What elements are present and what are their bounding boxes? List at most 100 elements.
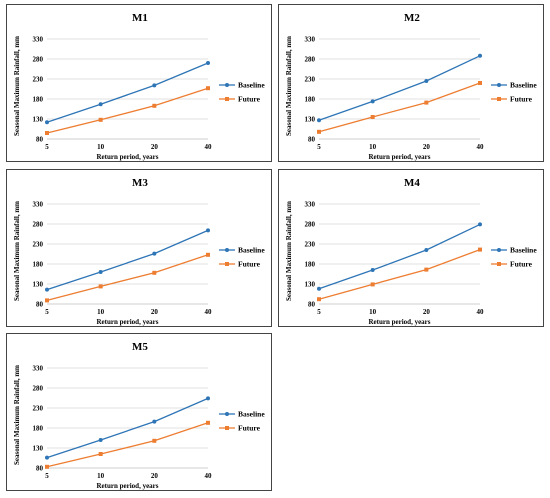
x-axis-label: Return period, years — [96, 153, 158, 161]
y-tick-label: 180 — [33, 96, 44, 104]
data-point-baseline — [478, 222, 482, 227]
y-tick-label: 80 — [36, 301, 44, 309]
y-tick-label: 80 — [308, 136, 316, 144]
chart-m5: M5 80 130 180 230 280 330 5 10 20 40 Return period,… — [13, 341, 265, 490]
legend-marker-baseline — [497, 83, 501, 87]
x-tick-label: 5 — [45, 308, 49, 316]
x-tick-label: 10 — [369, 308, 377, 316]
data-point-baseline — [424, 79, 429, 83]
y-tick-label: 180 — [305, 261, 316, 269]
data-point-baseline — [152, 83, 157, 88]
data-point-future — [152, 103, 157, 108]
chart-panel-m2: M2 80 130 180 230 280 330 5 10 20 40 Return period,… — [278, 4, 544, 162]
x-tick-label: 40 — [205, 472, 213, 480]
data-point-baseline — [317, 286, 321, 291]
y-axis-label: Seasonal Maximum Rainfall, mm — [285, 201, 293, 301]
legend-label-baseline: Baseline — [238, 410, 265, 419]
series-line-baseline — [46, 229, 209, 291]
data-point-baseline — [206, 396, 210, 401]
y-tick-label: 130 — [305, 116, 316, 124]
data-point-baseline — [206, 228, 210, 233]
y-tick-label: 130 — [33, 445, 44, 453]
x-tick-label: 10 — [97, 308, 105, 316]
data-point-baseline — [478, 53, 482, 58]
legend-marker-baseline — [497, 248, 501, 252]
x-axis-label: Return period, years — [368, 153, 430, 161]
data-point-baseline — [45, 287, 49, 292]
y-tick-label: 80 — [36, 465, 44, 473]
data-point-baseline — [98, 270, 103, 274]
y-tick-label: 280 — [33, 385, 44, 393]
y-tick-label: 230 — [305, 241, 316, 249]
x-tick-label: 20 — [423, 308, 431, 316]
series-line-baseline — [46, 397, 209, 459]
y-tick-label: 330 — [33, 365, 44, 373]
data-point-baseline — [45, 120, 49, 125]
y-tick-label: 330 — [33, 36, 44, 44]
y-tick-label: 230 — [33, 241, 44, 249]
y-tick-label: 330 — [305, 201, 316, 209]
chart-title: M4 — [404, 177, 420, 189]
data-point-future — [206, 252, 210, 257]
y-tick-label: 230 — [305, 76, 316, 84]
data-point-future — [206, 86, 210, 91]
y-axis-label: Seasonal Maximum Rainfall, mm — [13, 365, 21, 465]
x-tick-label: 10 — [97, 472, 105, 480]
legend-marker-future — [225, 262, 229, 266]
legend-label-future: Future — [238, 95, 261, 104]
series-line-future — [46, 254, 209, 302]
chart-m4: M4 80 130 180 230 280 330 5 10 20 40 Return period,… — [285, 177, 537, 326]
y-axis-label: Seasonal Maximum Rainfall, mm — [285, 36, 293, 136]
legend-marker-baseline — [225, 248, 229, 252]
y-tick-label: 280 — [305, 56, 316, 64]
chart-m3: M3 80 130 180 230 280 330 5 10 20 40 Return period,… — [13, 177, 265, 326]
y-tick-label: 330 — [305, 36, 316, 44]
chart-panel-m5: M5 80 130 180 230 280 330 5 10 20 40 Return period,… — [6, 333, 272, 491]
data-point-future — [424, 267, 429, 272]
data-point-baseline — [45, 455, 49, 460]
series-line-baseline — [46, 62, 209, 123]
series-line-future — [318, 248, 481, 300]
chart-title: M2 — [404, 12, 420, 24]
y-tick-label: 80 — [36, 136, 44, 144]
legend-marker-baseline — [225, 412, 229, 416]
legend-label-future: Future — [238, 424, 261, 433]
data-point-future — [424, 100, 429, 105]
data-point-baseline — [370, 268, 375, 272]
x-axis-label: Return period, years — [96, 318, 158, 326]
y-tick-label: 330 — [33, 201, 44, 209]
series-line-future — [46, 422, 209, 468]
legend-label-future: Future — [510, 95, 533, 104]
x-tick-label: 40 — [205, 308, 213, 316]
legend-label-baseline: Baseline — [238, 81, 265, 90]
y-tick-label: 230 — [33, 405, 44, 413]
data-point-future — [152, 270, 157, 275]
y-axis-label: Seasonal Maximum Rainfall, mm — [13, 201, 21, 301]
legend-marker-baseline — [225, 83, 229, 87]
legend-label-future: Future — [238, 260, 261, 269]
data-point-future — [370, 282, 375, 287]
x-tick-label: 40 — [205, 143, 213, 151]
x-axis-label: Return period, years — [96, 482, 158, 490]
series-line-baseline — [318, 223, 481, 290]
series-line-future — [46, 87, 209, 134]
data-point-future — [317, 129, 321, 134]
data-point-future — [98, 117, 103, 122]
x-axis-label: Return period, years — [368, 318, 430, 326]
x-tick-label: 20 — [151, 143, 159, 151]
data-point-future — [45, 131, 49, 135]
chart-panel-m1: M1 80 130 180 230 280 330 5 10 20 40 Return period,… — [6, 4, 272, 162]
data-point-baseline — [98, 438, 103, 442]
legend-marker-future — [225, 426, 229, 430]
x-tick-label: 5 — [45, 472, 49, 480]
data-point-baseline — [152, 251, 157, 256]
series-line-baseline — [318, 55, 481, 121]
chart-m2: M2 80 130 180 230 280 330 5 10 20 40 Return period,… — [285, 12, 537, 161]
data-point-future — [206, 420, 210, 425]
legend-marker-future — [497, 262, 501, 266]
data-point-future — [478, 81, 482, 85]
y-tick-label: 180 — [33, 261, 44, 269]
legend-label-baseline: Baseline — [238, 246, 265, 255]
legend-label-baseline: Baseline — [510, 246, 537, 255]
legend-label-baseline: Baseline — [510, 81, 537, 90]
